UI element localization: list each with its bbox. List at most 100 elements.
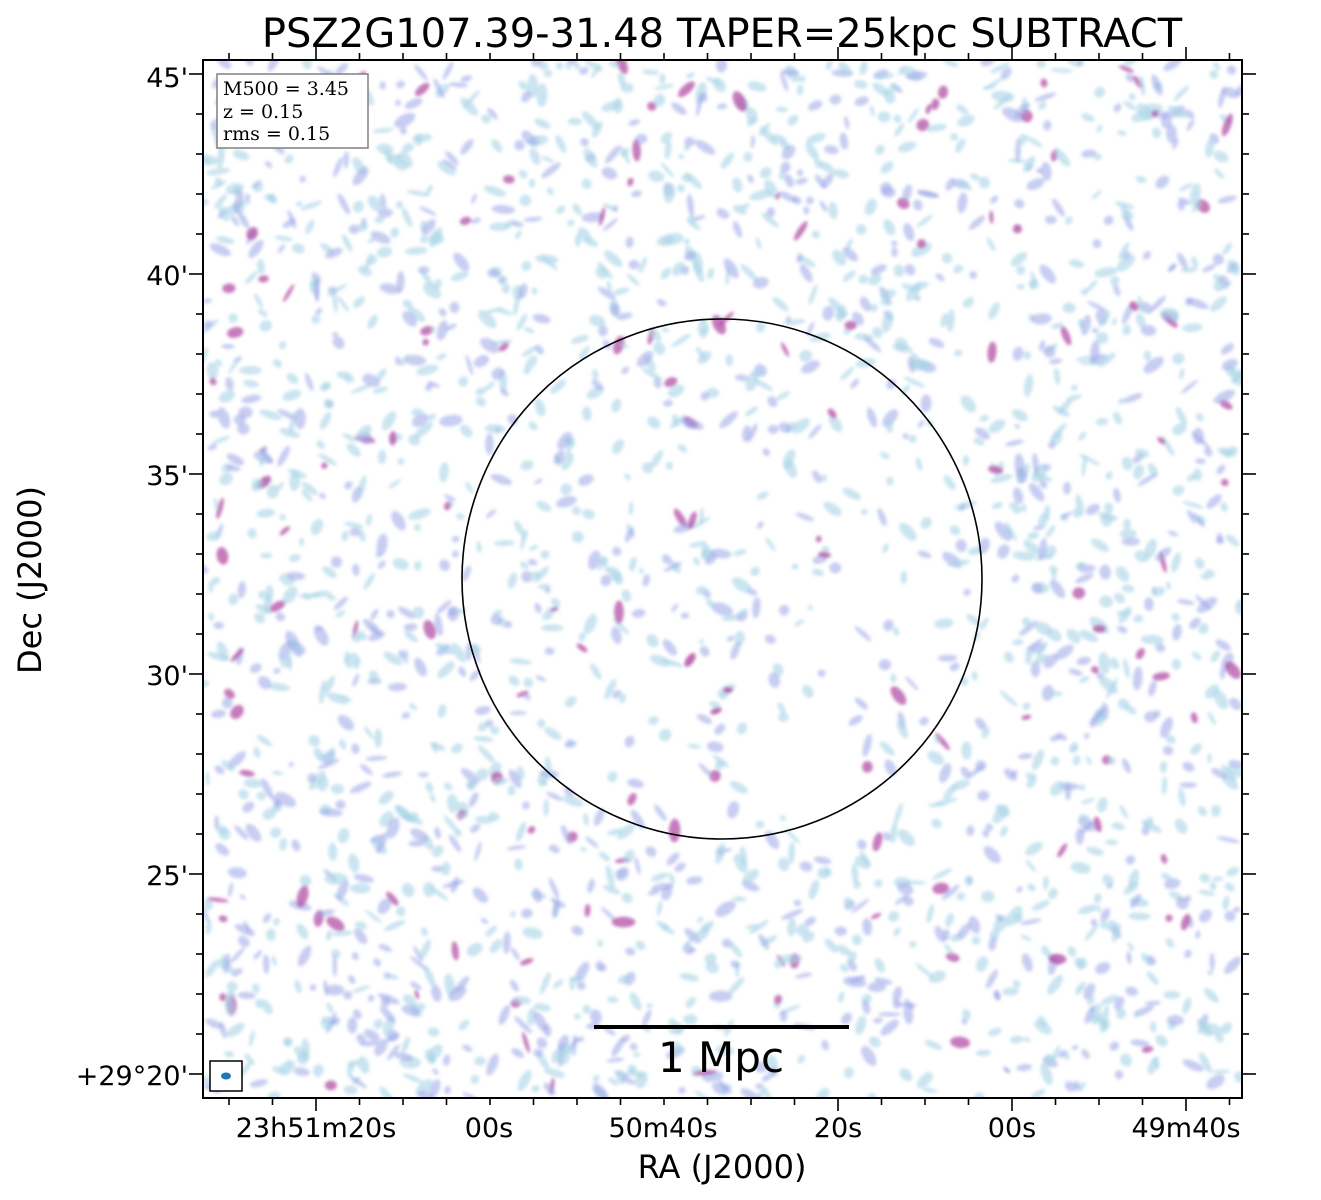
emission-blob: [1192, 201, 1202, 213]
emission-blob: [335, 610, 345, 618]
emission-blob: [654, 83, 675, 91]
scale-bar-label: 1 Mpc: [658, 1033, 784, 1082]
emission-blob: [706, 741, 724, 753]
emission-blob: [956, 923, 971, 941]
emission-blob: [680, 612, 690, 619]
emission-blob: [420, 325, 434, 336]
emission-blob: [553, 979, 564, 989]
emission-blob: [219, 993, 227, 1002]
emission-blob: [934, 618, 954, 629]
emission-blob: [527, 826, 536, 834]
emission-blob: [1224, 661, 1241, 679]
emission-blob: [1097, 352, 1116, 368]
emission-blob: [627, 778, 644, 789]
emission-blob: [949, 133, 959, 141]
emission-blob: [262, 808, 276, 820]
emission-blob: [570, 334, 590, 344]
emission-blob: [762, 448, 771, 457]
emission-blob: [529, 148, 541, 166]
emission-blob: [388, 479, 401, 489]
emission-blob: [878, 1012, 901, 1017]
emission-blob: [698, 639, 705, 645]
emission-blob: [915, 457, 923, 471]
emission-blob: [521, 90, 532, 103]
emission-blob: [686, 876, 703, 885]
emission-blob: [597, 261, 613, 280]
emission-blob: [916, 190, 940, 198]
emission-blob: [1058, 1050, 1067, 1058]
emission-blob: [288, 637, 302, 653]
emission-blob: [491, 367, 505, 380]
emission-blob: [1084, 1005, 1095, 1024]
emission-blob: [845, 238, 853, 251]
emission-blob: [775, 391, 791, 401]
emission-blob: [1211, 804, 1221, 817]
emission-blob: [437, 160, 456, 176]
emission-blob: [470, 217, 481, 224]
emission-blob: [356, 425, 372, 439]
emission-blob: [775, 106, 788, 113]
emission-blob: [732, 177, 743, 193]
emission-blob: [1024, 135, 1044, 148]
emission-blob: [536, 500, 552, 512]
emission-blob: [425, 781, 434, 794]
emission-blob: [342, 433, 358, 443]
emission-blob: [288, 554, 301, 563]
emission-blob: [248, 239, 264, 259]
emission-blob: [1016, 283, 1026, 290]
y-tick-label: 45': [146, 63, 188, 94]
emission-blob: [422, 338, 430, 346]
emission-blob: [1125, 986, 1139, 997]
emission-blob: [272, 770, 284, 776]
emission-blob: [1155, 175, 1170, 189]
emission-blob: [498, 342, 509, 352]
emission-blob: [973, 437, 985, 446]
emission-blob: [351, 632, 362, 643]
emission-blob: [635, 940, 646, 951]
emission-blob: [983, 846, 1001, 864]
emission-blob: [1087, 300, 1109, 313]
emission-blob: [1095, 962, 1111, 975]
emission-blob: [454, 829, 462, 837]
emission-blob: [1039, 340, 1046, 352]
emission-blob: [1012, 506, 1022, 514]
emission-blob: [412, 606, 425, 619]
emission-blob: [216, 60, 232, 69]
emission-blob: [348, 224, 360, 235]
emission-blob: [1155, 642, 1166, 653]
emission-blob: [277, 445, 291, 467]
emission-blob: [627, 273, 640, 286]
emission-blob: [333, 156, 343, 178]
emission-blob: [647, 889, 660, 896]
emission-blob: [1151, 586, 1165, 597]
emission-blob: [1221, 358, 1239, 371]
emission-blob: [940, 312, 948, 328]
emission-blob: [522, 801, 530, 810]
emission-blob: [328, 747, 336, 761]
emission-blob: [868, 1036, 881, 1048]
emission-blob: [903, 222, 915, 242]
emission-blob: [266, 484, 279, 499]
emission-blob: [1092, 239, 1102, 249]
emission-blob: [752, 597, 761, 619]
emission-blob: [343, 521, 364, 529]
emission-blob: [805, 196, 814, 205]
emission-blob: [864, 198, 877, 216]
emission-blob: [279, 837, 288, 851]
emission-blob: [1077, 60, 1083, 66]
emission-blob: [1114, 201, 1135, 209]
emission-blob: [792, 195, 802, 205]
emission-blob: [945, 177, 956, 191]
y-tick-label: +29°20': [76, 1061, 188, 1092]
emission-blob: [1198, 1052, 1212, 1074]
emission-blob: [1184, 109, 1195, 119]
emission-blob: [1111, 317, 1117, 326]
emission-blob: [1077, 784, 1086, 791]
emission-blob: [1143, 816, 1154, 829]
emission-blob: [966, 825, 975, 837]
emission-blob: [555, 62, 564, 70]
emission-blob: [1003, 1066, 1011, 1074]
emission-blob: [448, 834, 462, 853]
emission-blob: [631, 190, 642, 198]
emission-blob: [807, 604, 813, 611]
